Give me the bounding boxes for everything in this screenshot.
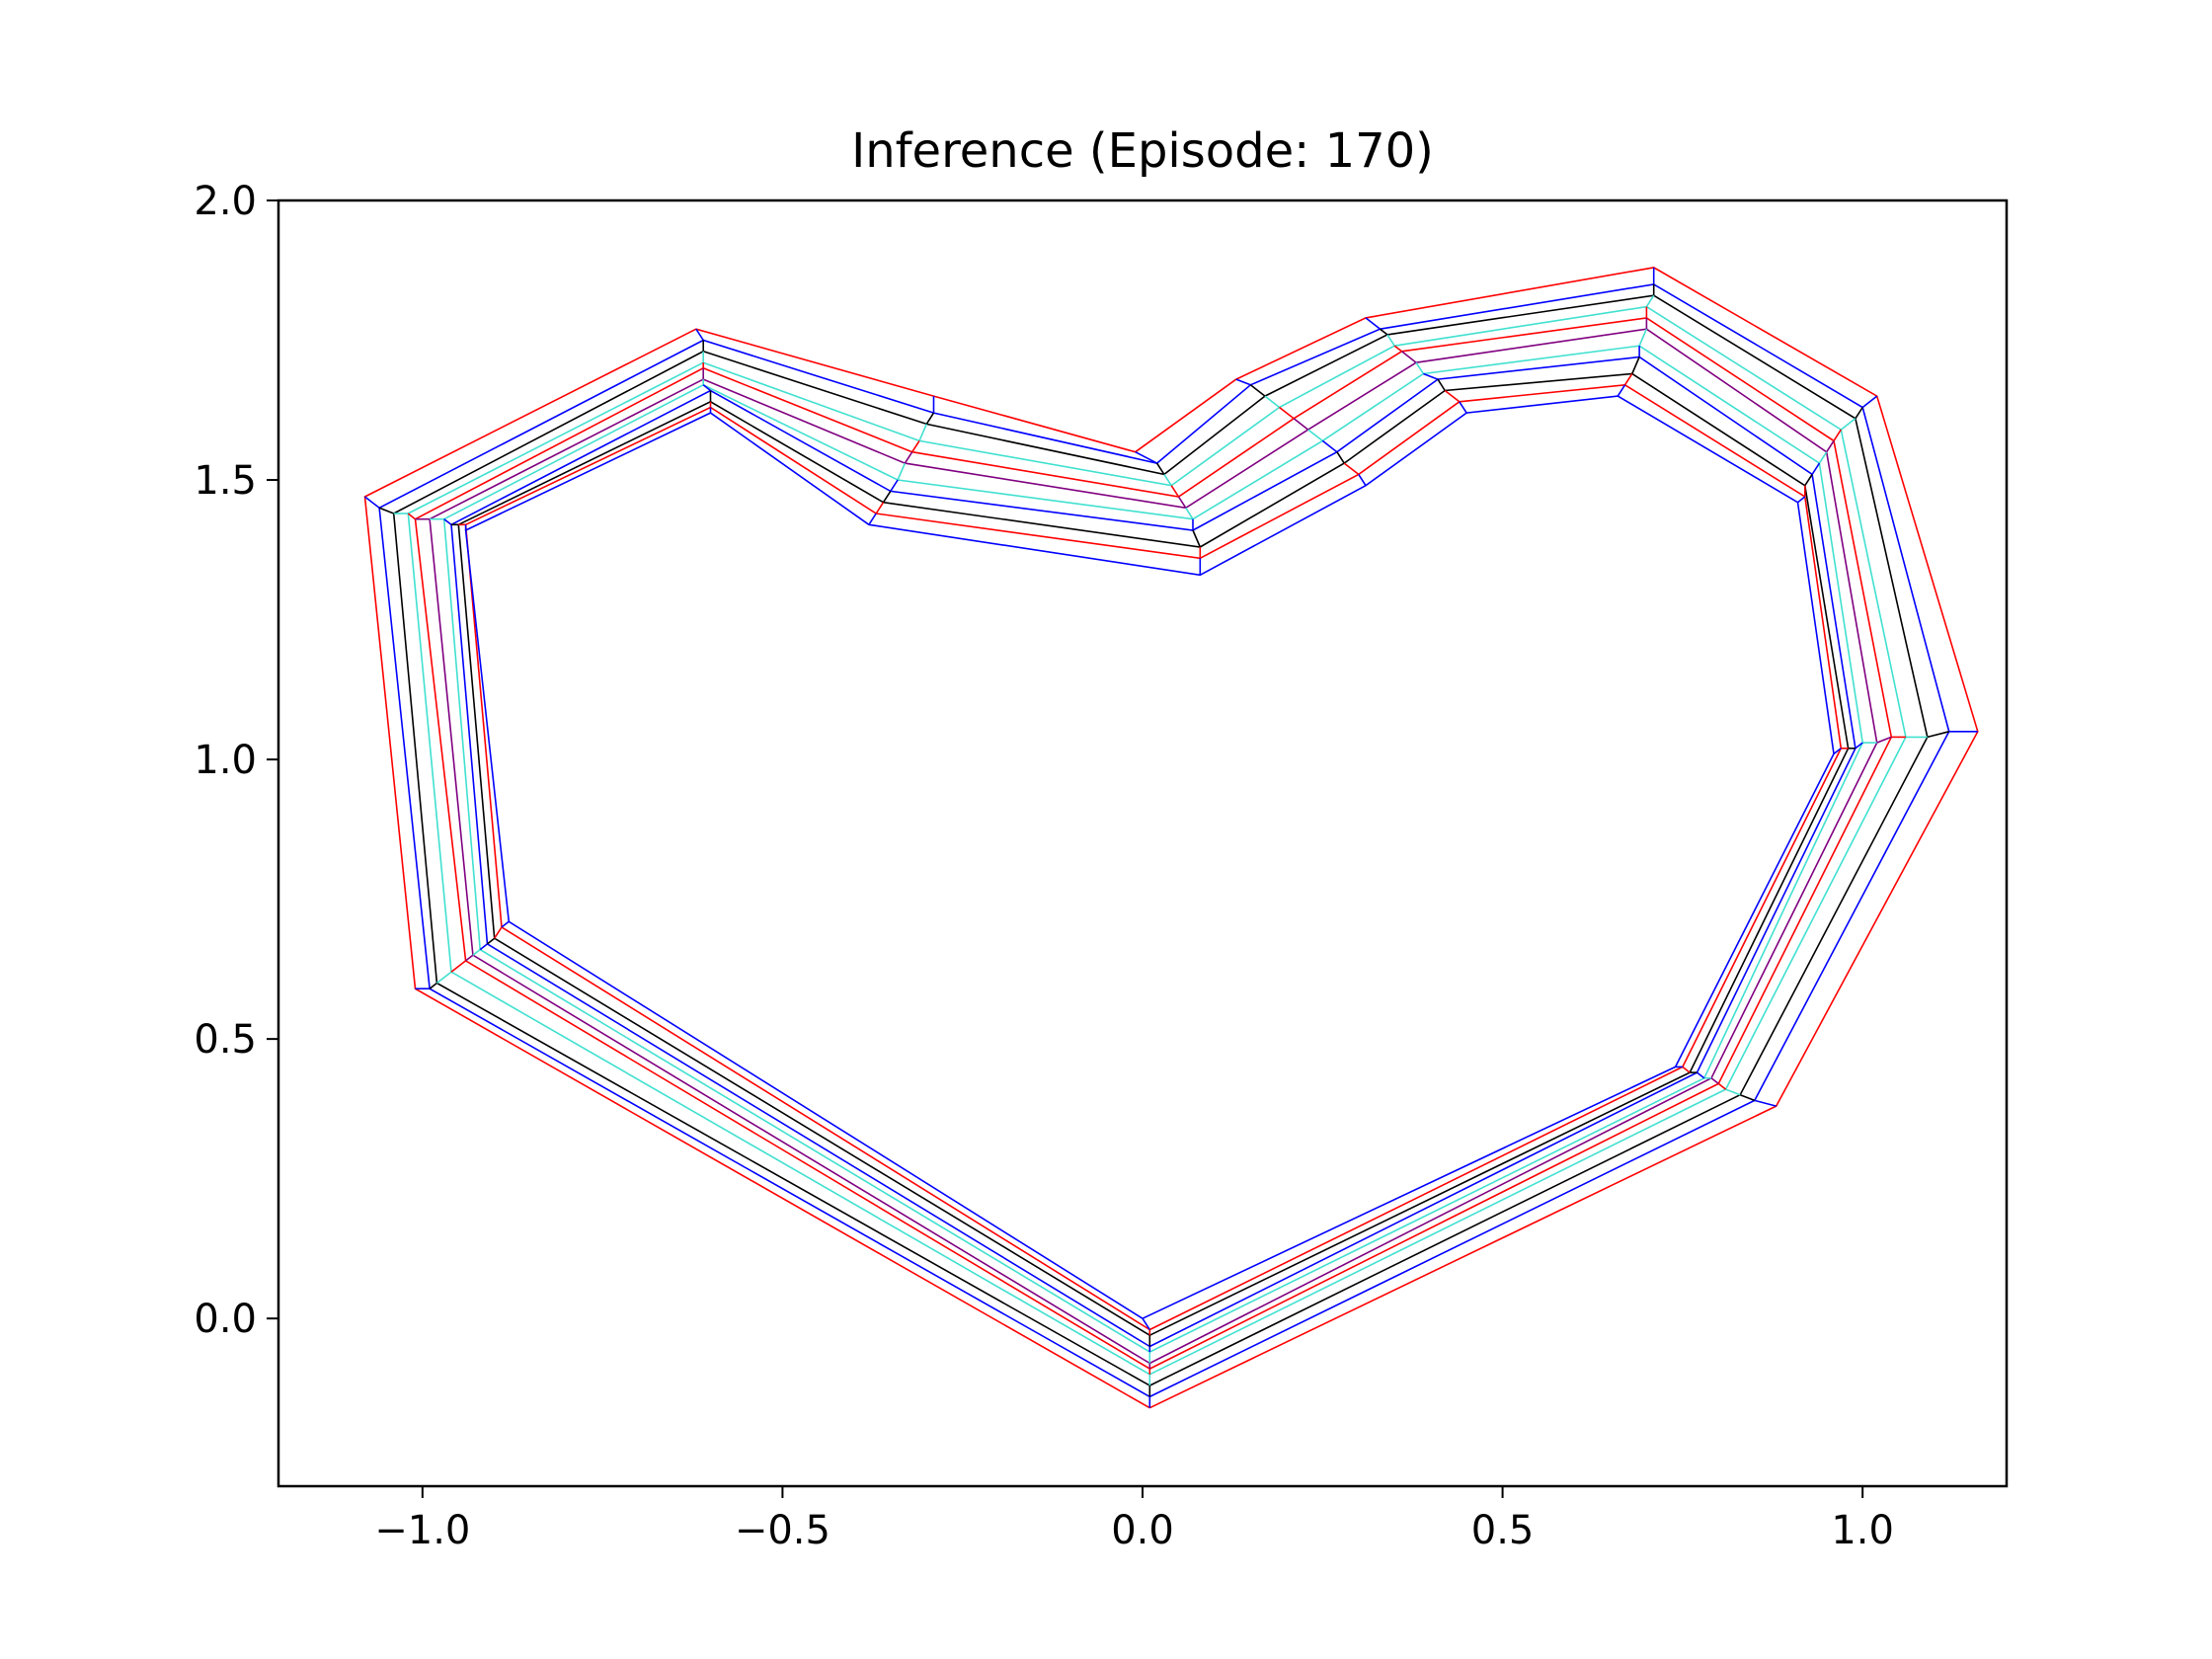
vertex-connector [1142,1317,1150,1330]
vertex-connector [1797,496,1806,504]
vertex-connector [472,948,481,956]
vertex-connector [1423,372,1439,380]
vertex-connector [1163,473,1172,487]
vertex-connector [1386,334,1395,347]
vertex-connector [1307,429,1323,442]
vertex-connector [1279,406,1295,420]
vertex-connector [1336,451,1345,464]
vertex-connector [1833,748,1842,755]
vertex-connector [1170,485,1180,498]
connector-layer [364,267,1978,1408]
vertex-connector [1826,439,1835,453]
x-tick-label: −0.5 [735,1508,830,1553]
vertex-connector [1155,462,1165,475]
vertex-connector [1135,450,1157,464]
vertex-connector [1833,429,1842,441]
x-tick-label: 0.5 [1471,1508,1535,1553]
vertex-connector [378,507,394,514]
vertex-connector [1840,418,1856,431]
vertex-connector [890,479,899,492]
x-tick-label: −1.0 [374,1508,470,1553]
vertex-connector [429,982,437,989]
vertex-connector [904,451,913,464]
vertex-connector [1264,395,1280,409]
vertex-connector [1293,418,1309,431]
vertex-connector [501,920,510,928]
vertex-connector [1754,1099,1777,1107]
vertex-connector [1235,378,1251,386]
vertex-connector [1343,462,1360,476]
vertex-connector [435,971,452,985]
y-tick-label: 2.0 [194,179,257,224]
vertex-connector [364,496,380,509]
y-tick-label: 0.0 [194,1297,257,1342]
vertex-connector [1855,742,1863,750]
vertex-connector [1380,328,1388,336]
vertex-connector [1192,529,1202,548]
vertex-connector [1697,1071,1705,1079]
vertex-connector [1645,294,1655,308]
vertex-connector [1444,389,1461,403]
vertex-connector [1682,1066,1691,1073]
vertex-connector [494,926,503,939]
vertex-connector [479,943,488,951]
vertex-connector [1393,345,1402,353]
y-axis-ticks: 0.0 0.5 1.0 1.5 2.0 [194,179,278,1342]
vertex-connector [1358,473,1367,487]
vertex-connector [1177,496,1187,509]
vertex-connector [1415,361,1425,374]
vertex-connector [1365,317,1382,330]
vertex-connector [875,502,885,514]
x-tick-label: 0.0 [1111,1508,1174,1553]
vertex-connector [487,937,496,945]
y-tick-label: 1.0 [194,738,257,783]
y-tick-label: 1.5 [194,458,257,504]
x-axis-ticks: −1.0 −0.5 0.0 0.5 1.0 [374,1486,1894,1553]
vertex-connector [1623,373,1633,386]
vertex-connector [1631,356,1640,374]
vertex-connector [1811,462,1821,475]
vertex-connector [882,490,892,504]
vertex-connector [450,960,467,973]
vertex-connector [1185,507,1194,520]
vertex-connector [1927,731,1949,739]
vertex-connector [1401,351,1417,363]
vertex-connector [695,328,704,341]
vertex-connector [443,518,452,525]
vertex-connector [702,384,711,392]
vertex-connector [1437,378,1446,391]
vertex-connector [1617,384,1626,397]
vertex-connector [1717,1082,1727,1090]
vertex-connector [1710,1077,1719,1085]
vertex-connector [1855,407,1863,420]
vertex-connector [911,439,920,453]
vertex-connector [1861,395,1878,409]
y-tick-label: 0.5 [194,1017,257,1063]
vertex-connector [1739,1093,1756,1102]
vertex-connector [1725,1088,1741,1096]
vertex-connector [925,412,935,425]
vertex-connector [868,513,877,525]
x-tick-label: 1.0 [1831,1508,1894,1553]
vertex-connector [918,424,928,441]
vertex-connector [897,462,907,481]
vertex-connector [1818,451,1828,464]
vertex-connector [465,954,474,962]
vertex-connector [1249,384,1266,397]
vertex-connector [1638,328,1648,347]
vertex-connector [1876,736,1892,744]
chart-title: Inference (Episode: 170) [851,123,1434,179]
vertex-connector [1321,439,1338,453]
vertex-connector [1804,473,1813,487]
vertex-connector [1459,401,1467,414]
vertex-connector [407,513,416,520]
